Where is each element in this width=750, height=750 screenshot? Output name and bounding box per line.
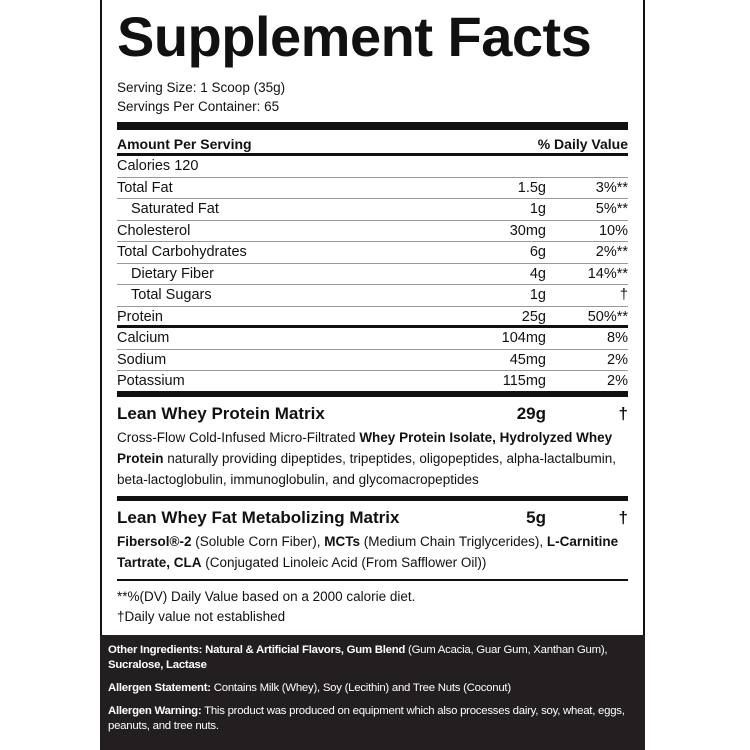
matrix-name: Lean Whey Fat Metabolizing Matrix xyxy=(117,508,400,527)
nutrient-amount: 1.5g xyxy=(517,179,546,196)
nutrient-name: Dietary Fiber xyxy=(131,265,214,282)
matrix-amount: 5g xyxy=(526,508,546,527)
nutrient-amount: 30mg xyxy=(509,222,546,239)
nutrient-dv: 14%** xyxy=(587,265,628,282)
nutrient-dv: 5%** xyxy=(595,201,628,217)
matrix-header: Lean Whey Fat Metabolizing Matrix 5g † xyxy=(117,505,628,531)
calories-row: Calories 120 xyxy=(117,156,628,178)
nutrient-amount: 25g xyxy=(521,308,546,325)
matrix-name: Lean Whey Protein Matrix xyxy=(117,404,325,423)
nutrient-amount: 104mg xyxy=(501,330,546,346)
bottom-panel: Other Ingredients: Natural & Artificial … xyxy=(100,635,645,750)
matrix-amount: 29g xyxy=(516,404,546,423)
text: Cross-Flow Cold-Infused Micro-Filtrated xyxy=(117,430,360,445)
text: Contains Milk (Whey), Soy (Lecithin) and… xyxy=(210,682,511,694)
bold-text: Fibersol®-2 xyxy=(117,534,192,549)
footnote: †Daily value not established xyxy=(117,609,286,624)
matrices: Lean Whey Protein Matrix 29g † Cross-Flow C… xyxy=(117,397,628,581)
nutrient-dv: 50%** xyxy=(587,308,628,325)
bottom-paragraph: Allergen Warning: This product was produ… xyxy=(108,704,635,734)
supplement-label: Supplement Facts Serving Size: 1 Scoop (… xyxy=(100,0,645,635)
matrix-description: Cross-Flow Cold-Infused Micro-Filtrated … xyxy=(117,427,628,490)
nutrient-amount: 6g xyxy=(529,244,546,260)
nutrient-row: Calcium 104mg 8% xyxy=(117,328,628,350)
nutrient-rows: Total Fat 1.5g 3%** Saturated Fat 1g 5%** Chol… xyxy=(117,178,628,397)
bold-text: Other Ingredients: Natural & Artificial … xyxy=(108,644,406,656)
nutrient-name: Total Carbohydrates xyxy=(117,244,247,260)
bottom-paragraph: Other Ingredients: Natural & Artificial … xyxy=(108,643,635,673)
text: (Conjugated Linoleic Acid (From Safflowe… xyxy=(201,555,487,570)
footnotes: **%(DV) Daily Value based on a 2000 calo… xyxy=(117,581,628,627)
nutrient-row: Dietary Fiber 4g 14%** xyxy=(117,264,628,285)
matrix-header: Lean Whey Protein Matrix 29g † xyxy=(117,401,628,427)
nutrient-dv: 8% xyxy=(607,330,628,346)
label-inner: Supplement Facts Serving Size: 1 Scoop (… xyxy=(102,2,643,627)
nutrient-row: Cholesterol 30mg 10% xyxy=(117,221,628,242)
matrix: Lean Whey Fat Metabolizing Matrix 5g † Fibe… xyxy=(117,501,628,581)
text: (Soluble Corn Fiber), xyxy=(191,534,325,549)
calories: Calories 120 xyxy=(117,158,199,174)
nutrient-row: Potassium 115mg 2% xyxy=(117,371,628,397)
nutrient-dv: 10% xyxy=(598,222,628,239)
nutrient-amount: 1g xyxy=(529,287,546,303)
nutrient-row: Saturated Fat 1g 5%** xyxy=(117,199,628,221)
nutrient-row: Protein 25g 50%** xyxy=(117,307,628,328)
nutrient-name: Saturated Fat xyxy=(131,201,219,217)
nutrient-dv: 2%** xyxy=(595,244,628,260)
matrix-dv: † xyxy=(618,404,628,423)
nutrient-dv: 2% xyxy=(607,351,628,368)
nutrient-name: Total Sugars xyxy=(131,287,212,303)
nutrient-dv: † xyxy=(619,287,628,303)
nutrient-row: Total Carbohydrates 6g 2%** xyxy=(117,242,628,264)
bold-text: L-Carnitine Tartrate, CLA xyxy=(117,534,619,570)
nutrient-name: Cholesterol xyxy=(117,222,191,239)
divider xyxy=(117,122,628,130)
header-amount: Amount Per Serving xyxy=(117,136,252,152)
nutrient-name: Protein xyxy=(117,308,163,325)
bottom-paragraph: Allergen Statement: Contains Milk (Whey)… xyxy=(108,681,635,696)
bold-text: Allergen Warning: xyxy=(108,705,202,717)
matrix: Lean Whey Protein Matrix 29g † Cross-Flow C… xyxy=(117,397,628,501)
matrix-description: Fibersol®-2 (Soluble Corn Fiber), MCTs (… xyxy=(117,531,628,573)
nutrient-name: Potassium xyxy=(117,373,185,389)
nutrient-dv: 3%** xyxy=(595,179,628,196)
nutrient-amount: 1g xyxy=(529,201,546,217)
nutrient-name: Total Fat xyxy=(117,179,173,196)
nutrient-amount: 45mg xyxy=(509,351,546,368)
nutrient-amount: 115mg xyxy=(502,373,546,389)
nutrient-dv: 2% xyxy=(607,373,628,389)
serving-size: Serving Size: 1 Scoop (35g) xyxy=(117,80,286,95)
servings-per-container: Servings Per Container: 65 xyxy=(117,99,280,114)
bold-text: Sucralose, Lactase xyxy=(108,659,207,671)
bold-text: Allergen Statement: xyxy=(108,682,211,694)
bold-text: Whey Protein Isolate, Hydrolyzed Whey Pr… xyxy=(117,430,613,466)
text: (Medium Chain Triglycerides), xyxy=(360,534,547,549)
title: Supplement Facts xyxy=(117,5,592,68)
footnote: **%(DV) Daily Value based on a 2000 calo… xyxy=(117,589,416,604)
nutrient-row: Total Sugars 1g † xyxy=(117,285,628,307)
text: naturally providing dipeptides, tripepti… xyxy=(117,451,617,487)
text: (Gum Acacia, Guar Gum, Xanthan Gum), xyxy=(405,644,608,656)
nutrient-row: Sodium 45mg 2% xyxy=(117,350,628,371)
nutrient-amount: 4g xyxy=(529,265,546,282)
bold-text: MCTs xyxy=(324,534,361,549)
header-row: Amount Per Serving % Daily Value xyxy=(117,130,628,156)
text: This product was produced on equipment w… xyxy=(108,705,625,732)
nutrient-name: Sodium xyxy=(117,351,167,368)
nutrient-row: Total Fat 1.5g 3%** xyxy=(117,178,628,199)
matrix-dv: † xyxy=(618,508,628,527)
nutrient-name: Calcium xyxy=(117,330,170,346)
header-dv: % Daily Value xyxy=(537,136,628,152)
